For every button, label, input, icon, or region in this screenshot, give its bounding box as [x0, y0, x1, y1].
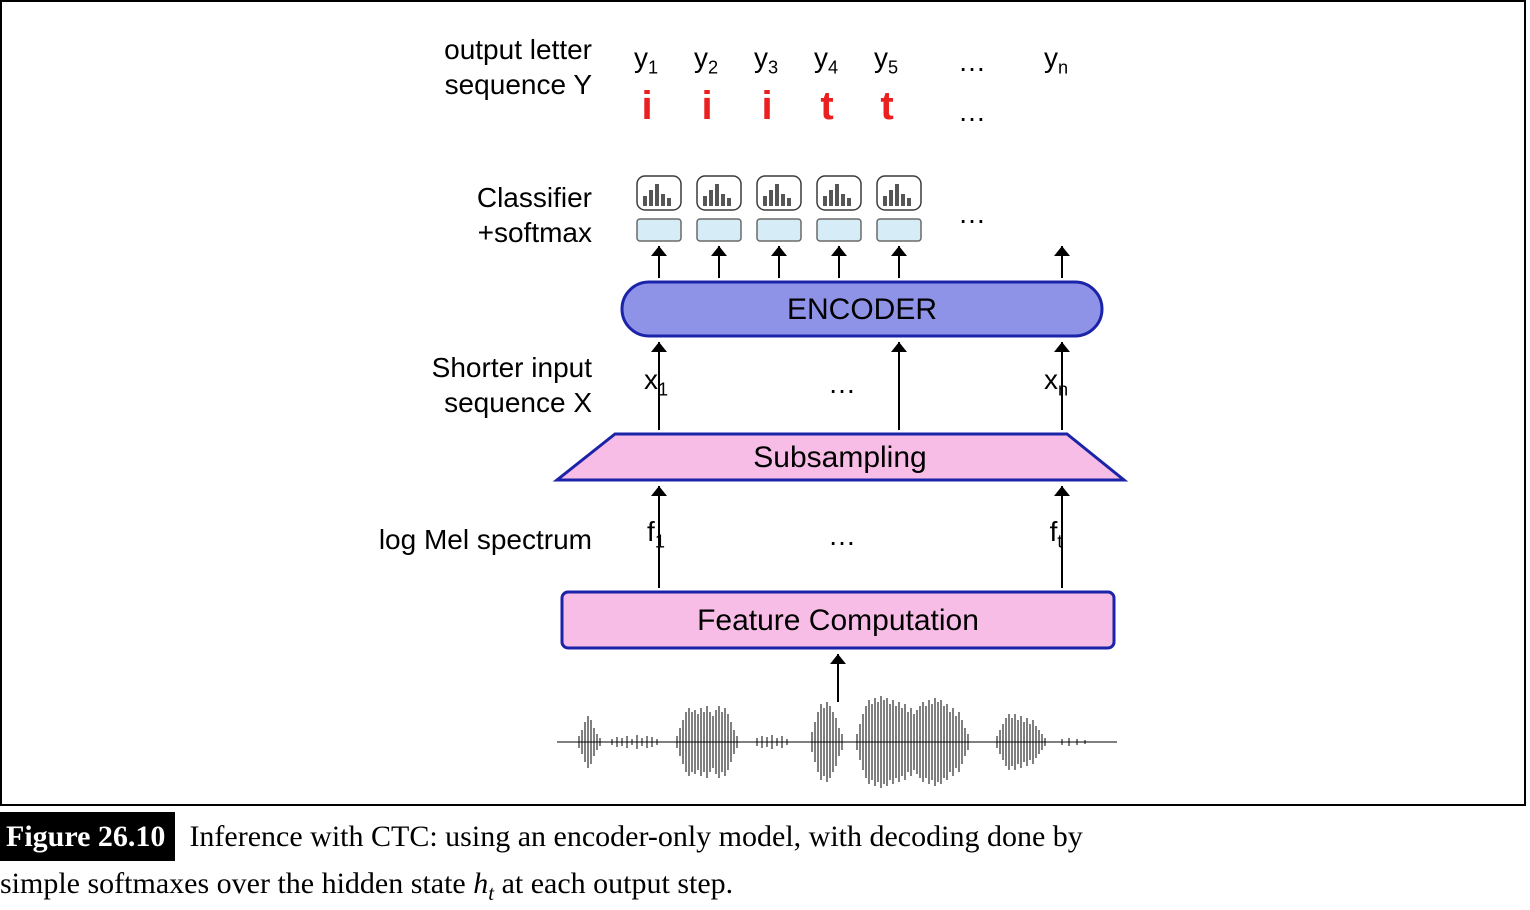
diagram-svg: ENCODER Subsampling Feature Computation [2, 2, 1528, 808]
diagram-frame: output letter sequence Y Classifier +sof… [0, 0, 1526, 806]
waveform-icon [557, 696, 1117, 788]
caption-line1-rest: Inference with CTC: using an encoder-onl… [189, 820, 1082, 853]
histogram-icons [637, 176, 921, 210]
arrows-feat-to-sub [659, 486, 1062, 588]
arrows-sub-to-enc [659, 342, 1062, 430]
figure-caption: Figure 26.10 Inference with CTC: using an… [0, 812, 1530, 910]
arrows-enc-to-soft [659, 246, 1062, 278]
page: output letter sequence Y Classifier +sof… [0, 0, 1530, 906]
figure-number: Figure 26.10 [0, 812, 175, 861]
caption-hvar: h [473, 867, 488, 900]
feature-label: Feature Computation [697, 604, 979, 637]
caption-line2-pre: simple softmaxes over the hidden state [0, 867, 473, 900]
softmax-group [637, 219, 921, 241]
subsampling-label: Subsampling [753, 441, 926, 474]
encoder-label: ENCODER [787, 293, 937, 326]
diagram-stage: output letter sequence Y Classifier +sof… [2, 2, 1528, 808]
caption-line2-post: at each output step. [494, 867, 733, 900]
